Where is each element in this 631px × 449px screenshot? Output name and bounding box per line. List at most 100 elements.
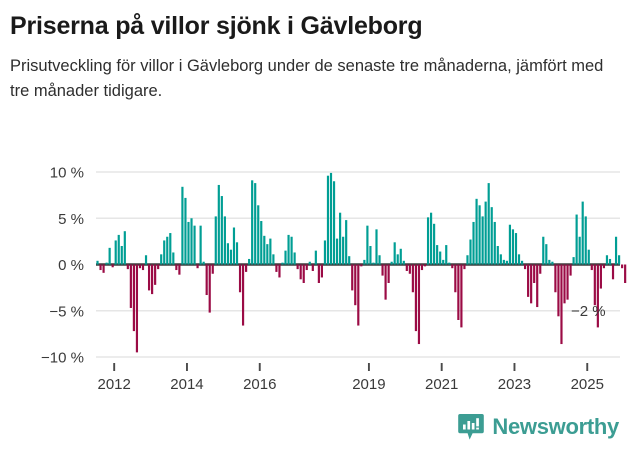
chart-bar: [184, 197, 187, 265]
y-axis-tick-label: 5 %: [58, 211, 84, 228]
chart-bar: [214, 216, 217, 265]
x-axis-tick-label: 2014: [170, 376, 203, 393]
chart-bar: [475, 198, 478, 265]
chart-bar: [320, 264, 323, 278]
chart-bar: [187, 221, 190, 265]
chart-bar: [299, 264, 302, 280]
chart-bar: [257, 205, 260, 265]
chart-bar: [596, 264, 599, 328]
chart-bar: [217, 184, 220, 265]
chart-bar: [163, 240, 166, 265]
chart-bar: [160, 254, 163, 265]
chart-bar: [363, 259, 366, 265]
last-value-annotation: −2 %: [571, 303, 606, 320]
y-axis-tick-label: −5 %: [49, 303, 84, 320]
chart-bar: [590, 264, 593, 271]
x-axis-tick-label: 2016: [243, 376, 276, 393]
chart-bar: [408, 264, 411, 274]
chart-bar: [342, 236, 345, 265]
chart-bar: [493, 221, 496, 265]
chart-bar: [360, 264, 363, 267]
chart-bar: [354, 264, 357, 306]
chart-bar: [248, 258, 251, 265]
chart-bar: [223, 216, 226, 265]
chart-bar: [254, 183, 257, 265]
chart-bar: [436, 245, 439, 265]
chart-bar: [375, 229, 378, 265]
chart-bar: [108, 247, 111, 265]
bar-chart: 10 % 5 % 0 % −5 % −10 % 2012 2014 2016 2019 2021 2…: [41, 165, 627, 393]
chart-bar: [211, 264, 214, 274]
chart-bar: [260, 221, 263, 265]
chart-bar: [302, 264, 305, 283]
chart-bar: [378, 255, 381, 265]
chart-bar: [463, 264, 466, 270]
chart-bar: [536, 264, 539, 308]
chart-bar: [241, 264, 245, 326]
chart-bar: [99, 264, 102, 271]
chart-bar: [624, 264, 627, 283]
chart-bar: [599, 264, 602, 289]
x-axis-tick-label: 2023: [498, 376, 531, 393]
y-axis-tick-label: 10 %: [50, 165, 84, 182]
chart-bar: [205, 264, 208, 296]
chart-bar: [263, 235, 266, 265]
chart-bar: [193, 225, 196, 265]
chart-bar: [296, 264, 299, 270]
chart-bar: [157, 264, 160, 270]
chart-bar: [111, 264, 114, 268]
chart-bar: [278, 264, 281, 278]
chart-bar: [527, 264, 530, 297]
chart-bar: [175, 264, 178, 271]
chart-bar: [484, 201, 487, 265]
chart-bar: [281, 262, 284, 265]
chart-bar: [372, 262, 375, 265]
chart-bar: [396, 254, 399, 265]
chart-bar: [414, 264, 418, 332]
chart-bar: [402, 260, 405, 265]
chart-bar: [578, 236, 581, 265]
chart-bar: [426, 217, 430, 265]
chart-bar: [460, 264, 463, 328]
chart-bar: [454, 264, 457, 293]
chart-bar: [135, 264, 139, 353]
chart-bar: [520, 260, 524, 265]
chart-bar: [530, 264, 533, 304]
chart-bar: [533, 264, 536, 283]
chart-bar: [220, 196, 223, 265]
chart-bar: [429, 212, 433, 265]
chart-bar: [345, 220, 348, 265]
page-title: Priserna på villor sjönk i Gävleborg: [10, 12, 423, 40]
chart-bar: [169, 233, 172, 265]
chart-bar: [433, 223, 436, 265]
chart-bar: [581, 201, 584, 265]
chart-bar: [445, 245, 448, 265]
chart-bar: [490, 207, 493, 265]
chart-bar: [272, 254, 275, 265]
chart-bar: [621, 264, 624, 269]
chart-bar: [266, 244, 269, 265]
chart-bar: [308, 261, 311, 265]
chart-bar: [317, 264, 320, 283]
chart-bar: [569, 264, 572, 276]
chart-bar: [572, 257, 575, 265]
chart-bar: [575, 214, 578, 265]
chart-bar: [542, 236, 545, 265]
chart-bar: [293, 252, 296, 265]
chart-bar: [178, 264, 181, 275]
chart-bar: [466, 255, 469, 265]
x-axis-tick-label: 2025: [571, 376, 604, 393]
chart-bar: [190, 218, 193, 265]
chart-bar: [496, 246, 499, 265]
chart-bar: [199, 225, 202, 265]
x-axis-tick-label: 2012: [98, 376, 131, 393]
chart-bar: [229, 249, 233, 265]
chart-bar: [478, 205, 481, 265]
chart-bar: [154, 264, 157, 285]
chart-bar: [499, 254, 502, 265]
chart-bar: [117, 234, 120, 265]
chart-bar: [611, 264, 615, 280]
chart-bar: [539, 264, 542, 274]
chart-bar: [545, 244, 548, 265]
chart-bar: [172, 252, 175, 265]
